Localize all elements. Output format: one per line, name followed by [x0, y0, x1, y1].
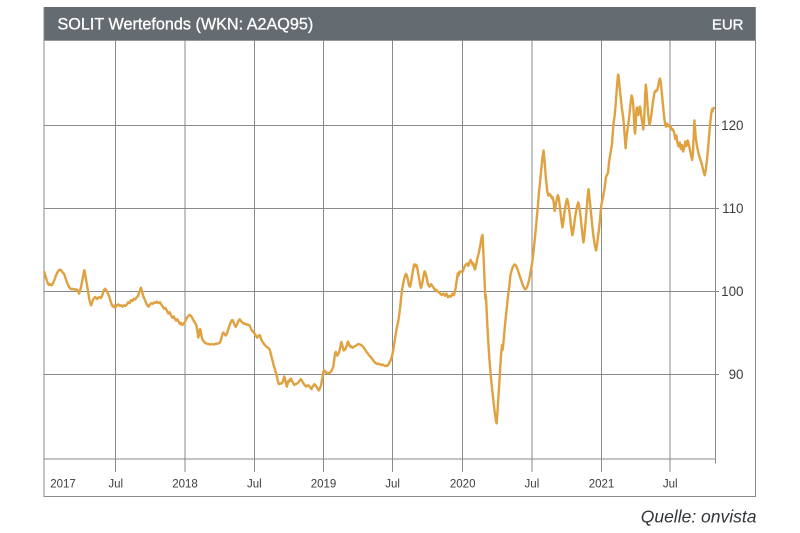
- svg-text:Jul: Jul: [525, 479, 540, 491]
- svg-text:110: 110: [722, 201, 743, 216]
- svg-text:120: 120: [721, 118, 743, 133]
- svg-text:SOLIT Wertefonds (WKN: A2AQ95): SOLIT Wertefonds (WKN: A2AQ95): [58, 16, 314, 34]
- svg-text:2021: 2021: [589, 479, 615, 491]
- svg-text:2018: 2018: [172, 479, 198, 491]
- svg-text:2020: 2020: [450, 479, 476, 491]
- svg-text:2017: 2017: [50, 479, 76, 491]
- svg-text:90: 90: [729, 367, 744, 382]
- svg-text:100: 100: [721, 284, 743, 299]
- svg-text:Jul: Jul: [247, 479, 262, 491]
- svg-text:2019: 2019: [311, 479, 337, 491]
- svg-text:Quelle: onvista: Quelle: onvista: [641, 507, 757, 527]
- svg-text:Jul: Jul: [385, 479, 400, 491]
- svg-text:Jul: Jul: [108, 479, 123, 491]
- svg-text:Jul: Jul: [663, 479, 678, 491]
- svg-text:EUR: EUR: [712, 17, 744, 34]
